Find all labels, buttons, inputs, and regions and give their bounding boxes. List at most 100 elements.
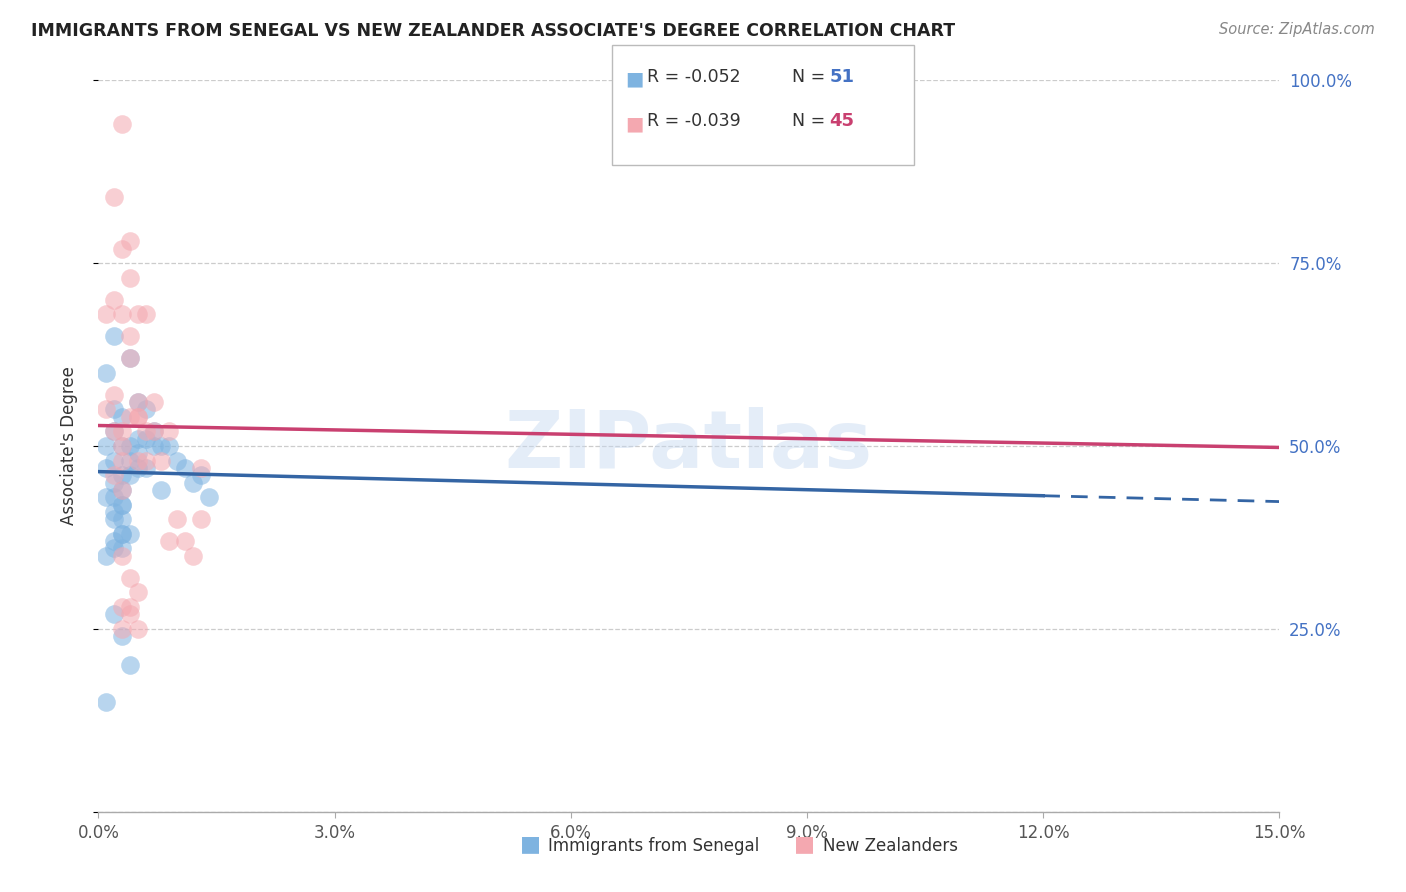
Point bbox=[118, 571, 141, 585]
Point bbox=[111, 117, 134, 131]
Point bbox=[111, 307, 134, 321]
Text: ■: ■ bbox=[520, 835, 541, 855]
Point bbox=[111, 425, 134, 439]
Point bbox=[157, 534, 180, 549]
Point bbox=[135, 307, 157, 321]
Text: ZIPatlas: ZIPatlas bbox=[505, 407, 873, 485]
Point bbox=[103, 190, 125, 204]
Point bbox=[111, 498, 134, 512]
Point bbox=[103, 293, 125, 307]
Point bbox=[118, 439, 141, 453]
Point bbox=[103, 541, 125, 556]
Point bbox=[190, 468, 212, 483]
Point bbox=[142, 395, 165, 409]
Point bbox=[96, 549, 118, 563]
Point bbox=[103, 505, 125, 519]
Point bbox=[111, 541, 134, 556]
Point bbox=[127, 432, 149, 446]
Point bbox=[118, 599, 141, 614]
Point bbox=[103, 490, 125, 504]
Point bbox=[157, 425, 180, 439]
Point bbox=[174, 461, 197, 475]
Y-axis label: Associate's Degree: Associate's Degree bbox=[59, 367, 77, 525]
Point bbox=[181, 475, 204, 490]
Point bbox=[96, 402, 118, 417]
Text: R = -0.039: R = -0.039 bbox=[647, 112, 741, 130]
Point bbox=[111, 468, 134, 483]
Point bbox=[96, 439, 118, 453]
Point bbox=[111, 439, 134, 453]
Point bbox=[111, 599, 134, 614]
Point bbox=[96, 366, 118, 380]
Point bbox=[96, 695, 118, 709]
Point bbox=[142, 439, 165, 453]
Point bbox=[111, 453, 134, 467]
Point bbox=[103, 468, 125, 483]
Point bbox=[127, 453, 149, 467]
Point bbox=[111, 512, 134, 526]
Point bbox=[135, 461, 157, 475]
Text: New Zealanders: New Zealanders bbox=[823, 837, 957, 855]
Point bbox=[190, 461, 212, 475]
Point bbox=[197, 490, 219, 504]
Point bbox=[118, 234, 141, 248]
Point bbox=[103, 329, 125, 343]
Point bbox=[150, 439, 173, 453]
Point bbox=[127, 395, 149, 409]
Point bbox=[103, 512, 125, 526]
Text: N =: N = bbox=[792, 68, 831, 86]
Text: 45: 45 bbox=[830, 112, 855, 130]
Point bbox=[127, 622, 149, 636]
Point bbox=[127, 585, 149, 599]
Text: 51: 51 bbox=[830, 68, 855, 86]
Text: ■: ■ bbox=[626, 70, 644, 88]
Point bbox=[111, 629, 134, 643]
Point bbox=[135, 432, 157, 446]
Point bbox=[118, 270, 141, 285]
Point bbox=[166, 512, 188, 526]
Point bbox=[142, 425, 165, 439]
Point bbox=[142, 425, 165, 439]
Point bbox=[103, 388, 125, 402]
Point bbox=[118, 409, 141, 424]
Point bbox=[96, 461, 118, 475]
Point bbox=[103, 425, 125, 439]
Point bbox=[118, 329, 141, 343]
Point bbox=[150, 453, 173, 467]
Point bbox=[135, 425, 157, 439]
Text: R = -0.052: R = -0.052 bbox=[647, 68, 741, 86]
Point bbox=[150, 483, 173, 497]
Point bbox=[111, 622, 134, 636]
Point bbox=[111, 483, 134, 497]
Point bbox=[103, 607, 125, 622]
Point bbox=[118, 526, 141, 541]
Point bbox=[103, 534, 125, 549]
Point bbox=[111, 549, 134, 563]
Point bbox=[111, 242, 134, 256]
Point bbox=[174, 534, 197, 549]
Text: Source: ZipAtlas.com: Source: ZipAtlas.com bbox=[1219, 22, 1375, 37]
Text: ■: ■ bbox=[626, 114, 644, 133]
Point bbox=[127, 461, 149, 475]
Point bbox=[96, 490, 118, 504]
Point bbox=[127, 409, 149, 424]
Point bbox=[127, 446, 149, 460]
Point bbox=[157, 439, 180, 453]
Point bbox=[118, 607, 141, 622]
Point bbox=[118, 351, 141, 366]
Text: ■: ■ bbox=[794, 835, 815, 855]
Point bbox=[166, 453, 188, 467]
Point bbox=[111, 526, 134, 541]
Text: IMMIGRANTS FROM SENEGAL VS NEW ZEALANDER ASSOCIATE'S DEGREE CORRELATION CHART: IMMIGRANTS FROM SENEGAL VS NEW ZEALANDER… bbox=[31, 22, 955, 40]
Point bbox=[103, 453, 125, 467]
Point bbox=[135, 453, 157, 467]
Point bbox=[111, 526, 134, 541]
Point bbox=[135, 402, 157, 417]
Point bbox=[118, 351, 141, 366]
Point bbox=[118, 453, 141, 467]
Point bbox=[181, 549, 204, 563]
Point bbox=[127, 307, 149, 321]
Point bbox=[103, 402, 125, 417]
Point bbox=[190, 512, 212, 526]
Point bbox=[103, 425, 125, 439]
